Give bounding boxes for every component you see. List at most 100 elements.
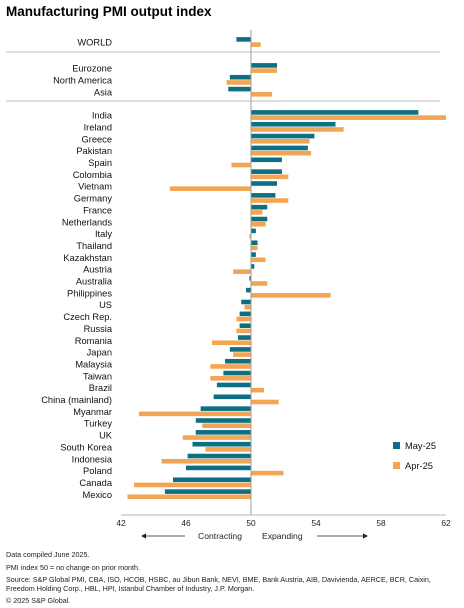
category-label-taiwan: Taiwan	[83, 371, 112, 381]
chart-title: Manufacturing PMI output index	[6, 4, 212, 19]
x-tick-label-62: 62	[441, 518, 451, 528]
bar-apr-25-vietnam	[169, 186, 251, 191]
bar-may-25-india	[251, 110, 419, 115]
category-label-myanmar: Myanmar	[73, 407, 112, 417]
bar-apr-25-france	[251, 210, 263, 215]
category-label-canada: Canada	[79, 478, 112, 488]
category-label-vietnam: Vietnam	[78, 182, 112, 192]
category-label-austria: Austria	[83, 265, 113, 275]
bar-apr-25-south-korea	[205, 447, 251, 452]
bar-apr-25-us	[244, 304, 251, 310]
bar-apr-25-asia	[251, 92, 273, 97]
bar-may-25-czech-rep	[239, 311, 251, 317]
bar-may-25-mexico	[164, 489, 251, 494]
category-label-france: France	[83, 205, 112, 215]
bar-apr-25-malaysia	[210, 364, 251, 369]
bar-may-25-spain	[251, 157, 282, 163]
legend-label-may-25: May-25	[405, 441, 436, 451]
bar-apr-25-canada	[134, 482, 251, 488]
bar-apr-25-brazil	[251, 387, 264, 393]
bar-apr-25-austria	[233, 269, 251, 274]
category-label-thailand: Thailand	[76, 241, 112, 251]
category-label-russia: Russia	[84, 324, 113, 334]
bar-apr-25-ireland	[251, 127, 344, 132]
category-label-poland: Poland	[83, 466, 112, 476]
x-tick-label-58: 58	[376, 518, 386, 528]
category-label-mexico: Mexico	[83, 490, 112, 500]
bar-may-25-philippines	[246, 287, 251, 293]
category-label-north-america: North America	[53, 75, 113, 85]
bar-apr-25-kazakhstan	[251, 257, 266, 263]
bar-apr-25-australia	[251, 281, 268, 286]
bar-may-25-germany	[251, 193, 276, 198]
bar-may-25-russia	[239, 323, 251, 328]
expanding-label: Expanding	[262, 531, 303, 541]
category-label-south-korea: South Korea	[60, 442, 113, 452]
bar-apr-25-italy	[249, 233, 251, 239]
x-tick-label-50: 50	[246, 518, 256, 528]
bar-may-25-australia	[249, 276, 251, 281]
bar-apr-25-turkey	[202, 423, 251, 428]
bar-apr-25-romania	[212, 340, 251, 346]
bar-may-25-vietnam	[251, 181, 277, 186]
legend-swatch-may-25	[393, 442, 400, 449]
bar-may-25-netherlands	[251, 216, 268, 222]
bar-apr-25-greece	[251, 139, 310, 144]
bar-apr-25-japan	[233, 352, 251, 357]
category-label-eurozone: Eurozone	[72, 64, 112, 74]
bar-may-25-asia	[228, 86, 251, 92]
bar-may-25-us	[241, 299, 251, 305]
bar-may-25-pakistan	[251, 145, 308, 151]
bar-apr-25-indonesia	[161, 458, 251, 464]
bar-may-25-greece	[251, 133, 315, 139]
bar-apr-25-eurozone	[251, 68, 277, 73]
note-source-cont: Freedom Holding Corp., HBL, HPI, Istanbu…	[6, 584, 255, 593]
bar-apr-25-germany	[251, 198, 289, 203]
bar-may-25-south-korea	[192, 441, 251, 447]
bar-apr-25-colombia	[251, 174, 289, 180]
legend-swatch-apr-25	[393, 462, 400, 469]
bar-may-25-austria	[251, 264, 255, 269]
bar-may-25-myanmar	[200, 406, 251, 411]
bar-apr-25-russia	[236, 328, 251, 334]
category-label-asia: Asia	[94, 87, 113, 97]
x-tick-label-54: 54	[311, 518, 321, 528]
note-source: Source: S&P Global PMI, CBA, ISO, HCOB, …	[6, 575, 431, 584]
category-label-kazakhstan: Kazakhstan	[63, 253, 112, 263]
x-tick-label-46: 46	[181, 518, 191, 528]
bar-may-25-romania	[238, 335, 251, 340]
bar-may-25-taiwan	[223, 370, 251, 376]
bar-may-25-north-america	[229, 74, 251, 80]
contracting-arrow-icon	[141, 533, 146, 539]
bar-may-25-japan	[229, 347, 251, 352]
bar-apr-25-pakistan	[251, 150, 312, 156]
category-label-ireland: Ireland	[84, 122, 112, 132]
category-label-japan: Japan	[87, 348, 112, 358]
bar-may-25-canada	[173, 477, 251, 483]
category-label-romania: Romania	[75, 336, 113, 346]
bar-may-25-malaysia	[225, 358, 251, 364]
contracting-label: Contracting	[198, 531, 242, 541]
bar-apr-25-philippines	[251, 293, 331, 298]
category-label-malaysia: Malaysia	[75, 359, 113, 369]
category-label-italy: Italy	[95, 229, 112, 239]
category-label-pakistan: Pakistan	[76, 146, 112, 156]
category-label-india: India	[92, 111, 113, 121]
category-label-brazil: Brazil	[89, 383, 112, 393]
category-label-uk: UK	[99, 431, 113, 441]
bar-apr-25-poland	[251, 470, 284, 476]
bar-may-25-china-mainland	[213, 394, 251, 400]
note-copyright: © 2025 S&P Global.	[6, 596, 71, 605]
category-label-spain: Spain	[88, 158, 112, 168]
bar-apr-25-thailand	[251, 245, 258, 251]
category-label-colombia: Colombia	[73, 170, 113, 180]
category-label-turkey: Turkey	[84, 419, 112, 429]
category-label-us: US	[99, 300, 112, 310]
category-label-australia: Australia	[76, 277, 113, 287]
category-label-indonesia: Indonesia	[72, 454, 113, 464]
category-label-philippines: Philippines	[67, 288, 112, 298]
note-compiled: Data compiled June 2025.	[6, 550, 90, 559]
bar-apr-25-north-america	[226, 80, 251, 85]
bar-apr-25-uk	[182, 435, 251, 440]
